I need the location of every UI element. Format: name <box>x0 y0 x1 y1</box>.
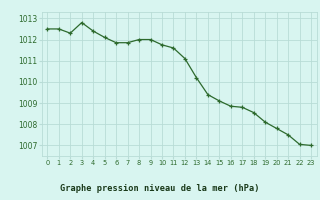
Text: Graphe pression niveau de la mer (hPa): Graphe pression niveau de la mer (hPa) <box>60 184 260 193</box>
